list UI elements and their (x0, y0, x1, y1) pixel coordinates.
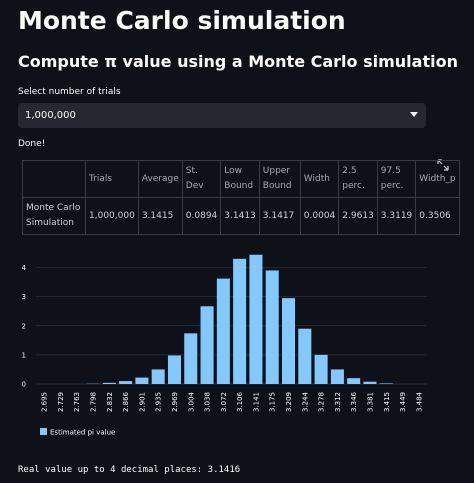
bar (216, 278, 230, 384)
corner-cell (22, 160, 86, 198)
x-tick-label: 3.278 (318, 392, 326, 412)
x-tick-label: 3.415 (383, 392, 391, 412)
legend-swatch (40, 428, 47, 435)
bar (249, 254, 263, 384)
bar (200, 306, 214, 384)
x-tick-label: 2.866 (122, 391, 130, 412)
x-tick-label: 2.695 (41, 392, 49, 412)
bar (184, 333, 198, 384)
status: Done! (18, 139, 46, 149)
bar (119, 381, 133, 384)
column-header: 2.5 perc. (338, 160, 378, 198)
title: Monte Carlo simulation (18, 6, 346, 35)
x-tick-label: 2.901 (138, 392, 146, 412)
x-tick-label: 3.484 (415, 391, 423, 412)
footer: Real value up to 4 decimal places: 3.141… (18, 465, 241, 475)
bar (347, 378, 361, 384)
column-header: Width_p (415, 160, 460, 198)
row-header: Monte Carlo Simulation (22, 197, 86, 235)
results-table: Trials Average St. Dev Low Bound Upper Bound… (22, 160, 460, 235)
bar (298, 328, 312, 384)
y-tick-label: 2 (22, 322, 26, 330)
y-tick-label: 0 (22, 381, 26, 389)
column-header: Average (137, 160, 183, 198)
select-box[interactable]: 1,000,000 (18, 103, 426, 128)
table-cell: 0.3506 (415, 197, 460, 235)
table-cell: 3.1415 (137, 197, 183, 235)
x-tick-label: 3.312 (334, 392, 342, 412)
bar (363, 381, 377, 384)
x-tick-label: 2.969 (171, 392, 179, 412)
chart: 0 1 2 3 4 2.695 2.729 2.763 2.798 2.832 2.866 2.901… (22, 254, 427, 437)
x-tick-label: 2.763 (73, 392, 81, 412)
x-tick-label: 2.935 (155, 392, 163, 412)
table-body: Monte Carlo Simulation 1,000,000 3.1415 0.0… (22, 197, 460, 235)
x-tick-label: 3.449 (399, 392, 407, 412)
bar (135, 377, 149, 384)
y-tick-label: 1 (22, 351, 26, 359)
bar (151, 369, 165, 384)
x-tick-label: 3.346 (350, 391, 358, 412)
column-header: Width (299, 160, 340, 198)
y-tick-label: 3 (22, 293, 26, 301)
x-tick-label: 3.175 (269, 392, 277, 412)
table-cell: 3.1413 (220, 197, 260, 235)
table-cell: 2.9613 (338, 197, 378, 235)
bar (102, 382, 116, 384)
header-row: Trials Average St. Dev Low Bound Upper Bound… (22, 160, 460, 198)
bar (330, 369, 344, 384)
legend-label: Estimated pi value (50, 429, 115, 437)
dropdown-arrow (410, 112, 418, 117)
bar (233, 258, 247, 384)
x-tick-label: 3.381 (366, 392, 374, 412)
column-header: Low Bound (220, 160, 260, 198)
bar (282, 298, 296, 384)
table-cell: 3.3119 (376, 197, 417, 235)
table-cell: 0.0004 (299, 197, 340, 235)
x-tick-label: 2.729 (57, 392, 65, 412)
bar (167, 355, 181, 384)
subtitle: Compute π value using a Monte Carlo simu… (18, 52, 458, 71)
select-value: 1,000,000 (25, 110, 76, 121)
table-cell: 0.0894 (181, 197, 222, 235)
y-tick-label: 4 (22, 264, 27, 272)
x-tick-label: 2.832 (106, 392, 114, 412)
column-header: 97.5 perc. (376, 160, 417, 198)
column-header: St. Dev (181, 160, 222, 198)
x-tick-label: 3.038 (204, 392, 212, 412)
table-row: Monte Carlo Simulation 1,000,000 3.1415 0.0… (22, 197, 460, 235)
bar (379, 383, 393, 384)
x-tick-label: 3.244 (301, 391, 309, 412)
column-header: Trials (85, 160, 139, 198)
table-cell: 3.1417 (258, 197, 301, 235)
bar (265, 270, 279, 384)
bar (314, 354, 328, 384)
x-tick-label: 3.141 (252, 392, 260, 412)
column-header: Upper Bound (258, 160, 301, 198)
x-tick-label: 2.798 (90, 392, 98, 412)
x-tick-label: 3.072 (220, 392, 228, 412)
x-tick-label: 3.004 (187, 391, 195, 412)
x-tick-label: 3.106 (236, 391, 244, 412)
table-cell: 1,000,000 (85, 197, 139, 235)
select-label: Select number of trials (18, 87, 121, 97)
x-tick-label: 3.209 (285, 392, 293, 412)
